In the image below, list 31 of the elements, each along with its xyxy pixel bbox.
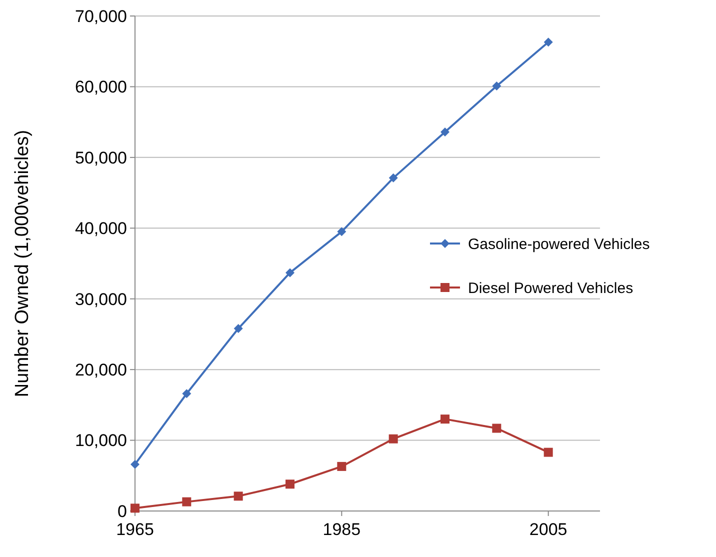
- point: [130, 460, 140, 469]
- x-tick-label: 1965: [116, 520, 154, 539]
- point: [337, 227, 346, 236]
- point: [544, 38, 553, 47]
- point: [440, 414, 450, 424]
- legend-label: Gasoline-powered Vehicles: [468, 236, 650, 253]
- x-tick-label: 1985: [322, 520, 361, 539]
- point: [440, 127, 450, 136]
- legend-label: Diesel Powered Vehicles: [468, 280, 634, 297]
- point: [286, 268, 294, 278]
- point: [234, 492, 243, 501]
- point: [234, 324, 243, 334]
- y-tick-label: 10,000: [75, 431, 127, 450]
- x-tick-label: 2005: [529, 520, 568, 539]
- y-tick-label: 0: [118, 502, 127, 521]
- y-tick-label: 20,000: [75, 360, 127, 380]
- point: [182, 497, 192, 506]
- point: [388, 434, 398, 444]
- y-axis-title: Number Owned (1,000vehicles): [12, 130, 33, 398]
- point: [544, 448, 553, 457]
- y-tick-label: 50,000: [75, 148, 127, 168]
- y-tick-label: 30,000: [75, 290, 127, 309]
- point: [388, 173, 398, 182]
- point: [337, 462, 346, 471]
- y-tick-label: 70,000: [75, 6, 127, 26]
- point: [492, 424, 502, 433]
- point: [182, 389, 192, 398]
- point: [492, 82, 502, 91]
- point: [286, 480, 294, 489]
- y-tick-label: 40,000: [75, 219, 127, 238]
- y-tick-label: 60,000: [75, 78, 127, 97]
